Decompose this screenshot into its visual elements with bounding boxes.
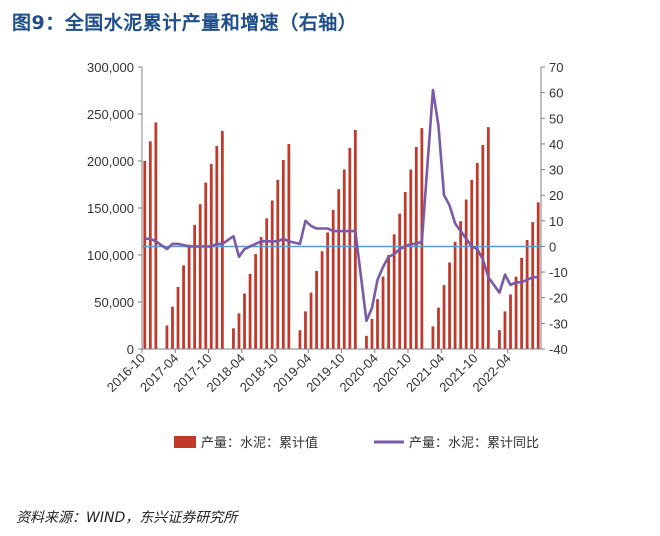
bar bbox=[514, 276, 518, 349]
left-tick-label: 150,000 bbox=[87, 201, 134, 216]
right-tick-label: 0 bbox=[549, 239, 556, 254]
bar bbox=[387, 255, 390, 349]
bar bbox=[370, 318, 374, 349]
bar bbox=[392, 234, 396, 349]
legend-line-label: 产量：水泥：累计同比 bbox=[409, 436, 539, 451]
bar bbox=[154, 122, 158, 350]
bar bbox=[381, 276, 385, 349]
right-tick-label: 40 bbox=[549, 137, 563, 152]
legend-bar-label: 产量：水泥：累计值 bbox=[201, 435, 318, 451]
bar bbox=[520, 257, 523, 349]
bar bbox=[331, 209, 335, 349]
left-tick-label: 250,000 bbox=[87, 107, 134, 122]
left-tick-label: 50,000 bbox=[94, 295, 134, 310]
bar bbox=[342, 169, 346, 349]
bar bbox=[148, 141, 152, 349]
bar bbox=[448, 262, 451, 349]
bar bbox=[503, 311, 507, 349]
bar bbox=[453, 241, 457, 349]
bar bbox=[498, 330, 501, 349]
bar bbox=[459, 221, 463, 349]
bar bbox=[143, 161, 147, 349]
right-tick-label: 30 bbox=[549, 163, 563, 178]
bar bbox=[437, 307, 440, 349]
left-tick-label: 0 bbox=[127, 342, 134, 357]
bar bbox=[309, 292, 313, 349]
right-tick-label: 60 bbox=[549, 86, 563, 101]
bar bbox=[232, 328, 235, 349]
bar bbox=[337, 189, 341, 349]
bar bbox=[536, 202, 540, 349]
bar bbox=[348, 147, 352, 349]
bar bbox=[165, 325, 169, 349]
right-tick-label: 50 bbox=[549, 111, 563, 126]
left-tick-label: 300,000 bbox=[87, 60, 134, 75]
bar bbox=[365, 335, 368, 349]
bar bbox=[176, 286, 180, 349]
bar bbox=[431, 326, 435, 349]
bar bbox=[187, 244, 191, 349]
left-tick-label: 100,000 bbox=[87, 248, 134, 263]
bar bbox=[376, 299, 379, 349]
bar bbox=[270, 200, 274, 349]
bar bbox=[209, 163, 213, 349]
bar bbox=[409, 169, 413, 349]
bar bbox=[171, 306, 174, 349]
bar bbox=[248, 273, 252, 349]
bar bbox=[276, 179, 280, 349]
chart-svg: 0 50,000 100,000 150,000 200,000 250,000 300,0… bbox=[87, 60, 568, 451]
bar bbox=[193, 224, 197, 349]
bar bbox=[298, 330, 302, 349]
bar bbox=[525, 239, 529, 349]
bar bbox=[442, 285, 446, 349]
right-tick-label: 20 bbox=[549, 188, 563, 203]
source-note: 资料来源：WIND，东兴证券研究所 bbox=[16, 510, 238, 526]
line-series-group bbox=[144, 88, 539, 323]
bar bbox=[326, 232, 330, 349]
bar bbox=[281, 160, 285, 349]
right-tick-label: 10 bbox=[549, 214, 563, 229]
bar bbox=[315, 270, 318, 349]
bar bbox=[464, 199, 468, 349]
bar bbox=[198, 204, 202, 349]
bar bbox=[304, 311, 307, 349]
bar bbox=[398, 213, 402, 349]
bar bbox=[403, 192, 407, 349]
bar bbox=[414, 146, 418, 349]
bar bbox=[265, 218, 269, 349]
bar bbox=[486, 127, 490, 349]
bar bbox=[243, 293, 246, 349]
bar bbox=[475, 162, 479, 349]
bar bbox=[220, 130, 224, 349]
right-tick-label: 70 bbox=[549, 60, 563, 75]
bar bbox=[509, 294, 512, 349]
chart-title: 图9：全国水泥累计产量和增速（右轴） bbox=[12, 12, 358, 34]
left-tick-label: 200,000 bbox=[87, 154, 134, 169]
right-tick-label: -40 bbox=[549, 342, 568, 357]
bar bbox=[254, 254, 257, 349]
bar bbox=[531, 222, 535, 349]
growth-line bbox=[144, 88, 539, 323]
legend: 产量：水泥：累计值 产量：水泥：累计同比 bbox=[174, 435, 539, 451]
bar bbox=[259, 237, 263, 349]
bar bbox=[470, 179, 474, 349]
right-tick-label: -20 bbox=[549, 291, 568, 306]
bar bbox=[182, 265, 185, 349]
bar bbox=[215, 145, 219, 349]
legend-bar-swatch bbox=[174, 436, 196, 448]
right-tick-label: -10 bbox=[549, 265, 568, 280]
bar bbox=[320, 251, 324, 349]
bar-series-group bbox=[143, 122, 540, 350]
bar bbox=[237, 313, 241, 349]
right-tick-label: -30 bbox=[549, 316, 568, 331]
bar bbox=[204, 182, 208, 349]
